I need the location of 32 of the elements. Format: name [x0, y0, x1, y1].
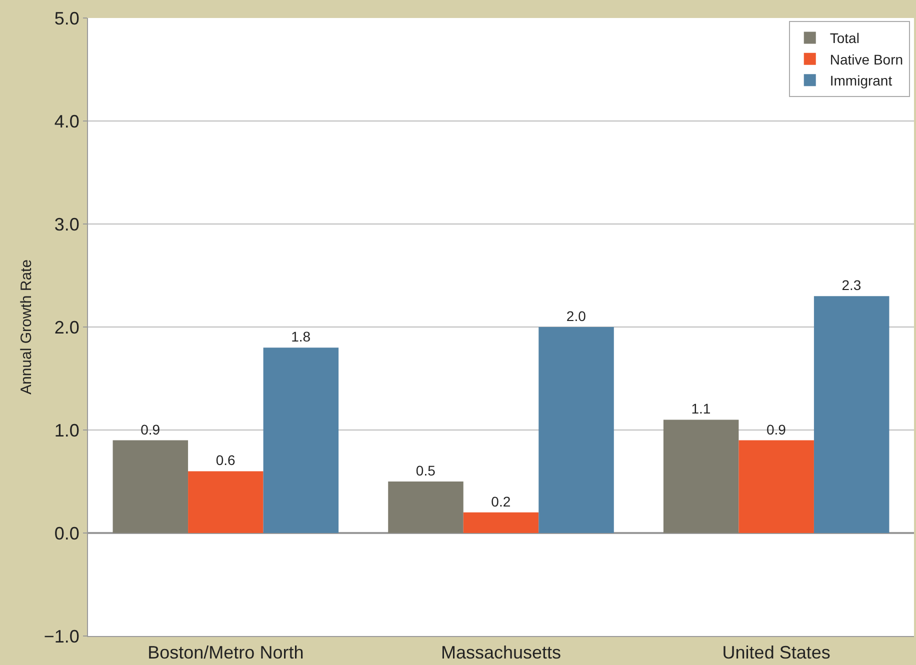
data-label: 1.1: [691, 400, 711, 417]
bar: [388, 482, 464, 533]
data-label: 2.3: [842, 277, 862, 294]
data-label: 2.0: [566, 308, 586, 324]
data-label: 0.9: [766, 421, 786, 438]
data-label: 0.2: [491, 493, 511, 510]
y-tick-label: 5.0: [54, 8, 80, 28]
legend-label: Native Born: [830, 51, 904, 68]
data-label: 1.8: [291, 328, 311, 345]
bar: [738, 440, 814, 533]
data-label: 0.5: [416, 462, 436, 478]
bar: [463, 512, 539, 533]
y-tick-label: 2.0: [54, 317, 80, 338]
data-label: 0.9: [140, 421, 160, 438]
legend-label: Immigrant: [830, 72, 892, 89]
bar: [663, 420, 739, 533]
y-tick-label: −1.0: [44, 626, 80, 646]
bar: [538, 327, 614, 533]
y-tick-label: 4.0: [54, 111, 80, 132]
bar: [188, 471, 264, 533]
x-tick-label: United States: [722, 642, 830, 663]
y-axis-title: Annual Growth Rate: [18, 259, 36, 395]
legend-label: Total: [830, 30, 860, 46]
x-tick-label: Massachusetts: [440, 642, 562, 663]
data-label: 0.6: [216, 452, 236, 468]
y-tick-label: 0.0: [54, 523, 80, 544]
bar: [814, 296, 890, 533]
bar: [112, 440, 188, 533]
y-tick-label: 3.0: [54, 214, 80, 234]
y-tick-label: 1.0: [54, 420, 80, 440]
x-tick-label: Boston/Metro North: [148, 642, 304, 663]
bar: [263, 348, 339, 533]
